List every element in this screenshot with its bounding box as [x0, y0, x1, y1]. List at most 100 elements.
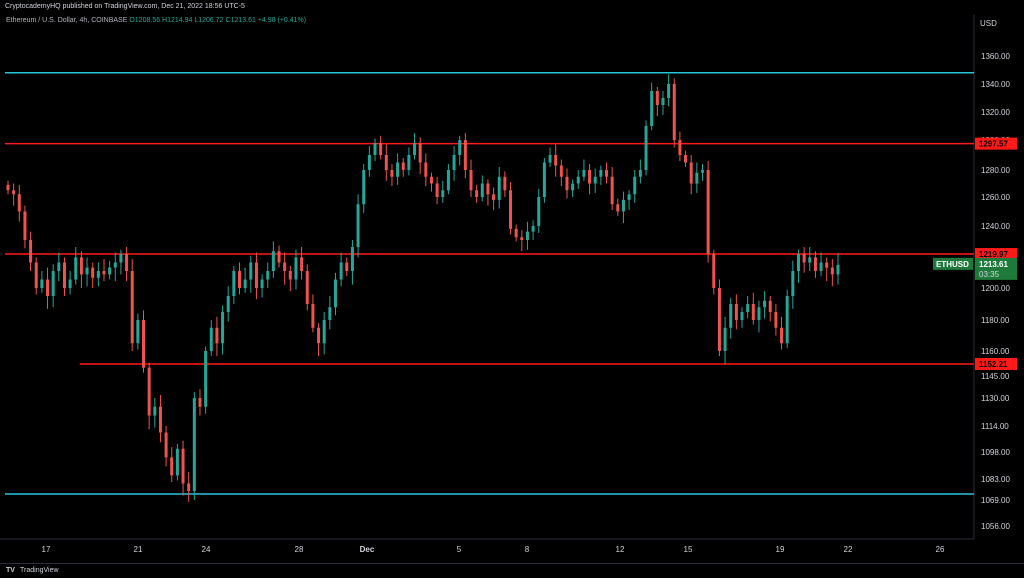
candle-body: [531, 226, 535, 232]
candle-body: [339, 262, 343, 280]
candle-body: [638, 170, 642, 177]
candle-body: [542, 162, 546, 197]
candle-body: [751, 304, 755, 320]
candle-body: [435, 183, 439, 197]
candle-body: [678, 140, 682, 155]
candle-body: [260, 279, 264, 288]
candle-body: [509, 190, 513, 229]
candle-body: [672, 84, 676, 140]
price-line-tag: [975, 248, 1017, 261]
y-tick-label: 1260.00: [981, 193, 1010, 202]
candle-body: [311, 304, 315, 328]
price-chart[interactable]: USD1360.001340.001320.001300.001280.0012…: [0, 14, 1024, 563]
footer: TV TradingView: [0, 563, 1024, 578]
candle-body: [396, 162, 400, 177]
candle-body: [40, 279, 44, 288]
candle-body: [328, 307, 332, 320]
candle-body: [576, 176, 580, 184]
ticker-tag: [933, 257, 973, 270]
candle-body: [684, 155, 688, 163]
high-value: H1214.94: [162, 17, 193, 24]
candle-body: [147, 367, 151, 416]
x-tick-label: 24: [202, 545, 211, 554]
candle-body: [469, 170, 473, 191]
candle-body: [153, 406, 157, 416]
x-tick-label: 17: [42, 545, 51, 554]
candle-body: [209, 327, 213, 351]
candle-body: [204, 351, 208, 407]
candle-body: [283, 262, 287, 271]
candle-body: [379, 143, 383, 155]
candle-body: [164, 432, 168, 458]
y-tick-label: 1280.00: [981, 166, 1010, 175]
candle-body: [424, 162, 428, 177]
candle-body: [249, 262, 253, 280]
last-price-text: 1213.61: [979, 260, 1008, 269]
candle-body: [774, 312, 778, 328]
candle-body: [475, 190, 479, 197]
x-tick-label: 21: [134, 545, 143, 554]
candle-body: [655, 91, 659, 105]
x-tick-label: 12: [616, 545, 625, 554]
candle-body: [452, 155, 456, 170]
candle-body: [650, 91, 654, 126]
candle-body: [68, 279, 72, 288]
candle-body: [780, 327, 784, 344]
candle-body: [819, 262, 823, 271]
x-tick-label: 22: [844, 545, 853, 554]
candle-body: [492, 194, 496, 200]
candle-body: [525, 231, 529, 240]
candle-body: [254, 262, 258, 288]
symbol-name: Ethereum / U.S. Dollar, 4h, COINBASE: [6, 17, 128, 24]
candle-body: [446, 170, 450, 191]
candle-body: [768, 300, 772, 312]
footer-brand: TradingView: [20, 567, 59, 574]
candle-body: [486, 183, 490, 195]
x-tick-label: 5: [457, 545, 462, 554]
candle-body: [170, 457, 174, 476]
candle-body: [57, 262, 61, 271]
candle-body: [401, 162, 405, 170]
x-tick-label: 19: [776, 545, 785, 554]
y-tick-label: 1145.00: [981, 372, 1010, 381]
candle-body: [356, 204, 360, 247]
last-price-tag: [975, 257, 1017, 280]
candle-body: [187, 483, 191, 491]
candle-body: [706, 170, 710, 254]
candle-body: [740, 312, 744, 320]
x-tick-label: 15: [684, 545, 693, 554]
symbol-info: Ethereum / U.S. Dollar, 4h, COINBASE O12…: [6, 17, 306, 24]
candle-body: [130, 271, 134, 344]
y-tick-label: 1200.00: [981, 284, 1010, 293]
y-tick-label: 1056.00: [981, 522, 1010, 531]
currency-label: USD: [980, 19, 997, 28]
candle-body: [712, 254, 716, 288]
candle-body: [125, 254, 129, 271]
candle-body: [565, 176, 569, 191]
price-line-tag-text: 1297.57: [979, 140, 1008, 149]
candle-body: [418, 143, 422, 163]
candle-body: [243, 279, 247, 288]
candle-body: [610, 176, 614, 205]
chart-area[interactable]: USD1360.001340.001320.001300.001280.0012…: [0, 14, 1024, 563]
y-tick-label: 1320.00: [981, 108, 1010, 117]
candle-body: [333, 279, 337, 308]
candle-body: [175, 448, 179, 476]
candle-body: [288, 271, 292, 280]
candle-body: [158, 406, 162, 433]
y-tick-label: 1160.00: [981, 347, 1010, 356]
candle-body: [17, 194, 21, 212]
candle-body: [757, 307, 761, 320]
candle-body: [79, 257, 83, 275]
y-tick-label: 1240.00: [981, 222, 1010, 231]
candle-body: [367, 155, 371, 170]
candle-body: [813, 257, 817, 271]
candle-body: [6, 184, 10, 191]
price-line-tag-text: 1152.21: [979, 360, 1008, 369]
y-tick-label: 1069.00: [981, 496, 1010, 505]
candle-body: [700, 170, 704, 173]
candle-body: [463, 140, 467, 170]
price-line-tag: [975, 137, 1017, 150]
publish-header: CryptocademyHQ published on TradingView.…: [5, 3, 245, 10]
y-tick-label: 1098.00: [981, 448, 1010, 457]
